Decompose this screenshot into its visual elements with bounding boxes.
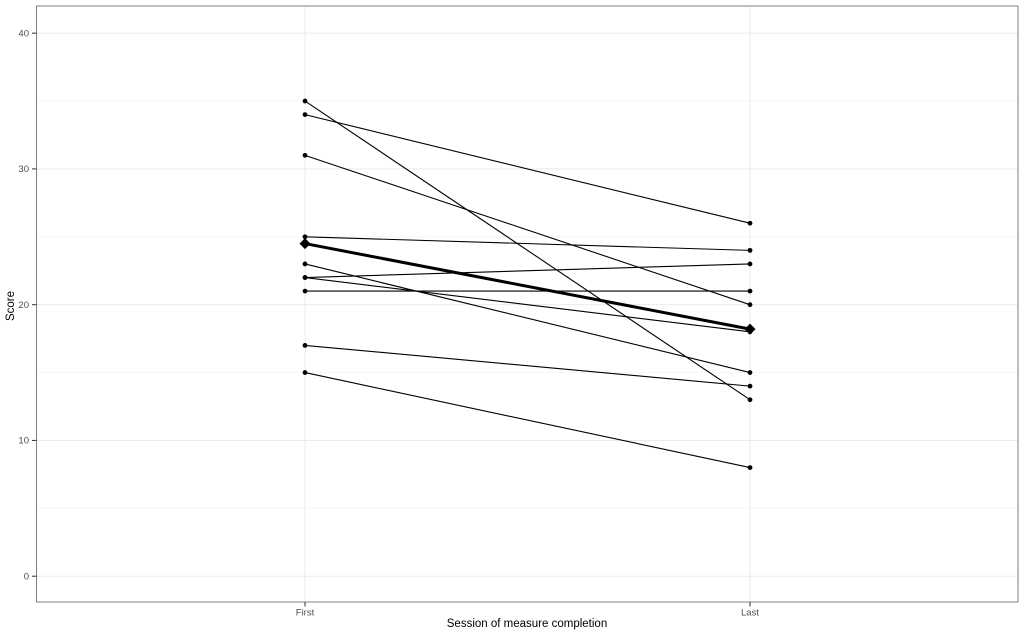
- subject-line: [304, 263, 751, 279]
- subject-line: [304, 344, 751, 387]
- data-point: [747, 397, 753, 403]
- data-point: [747, 261, 753, 267]
- subject-line: [304, 263, 751, 374]
- subject-line: [304, 276, 751, 333]
- y-tick-label: 40: [18, 28, 29, 39]
- data-point: [747, 465, 753, 470]
- data-point: [747, 247, 753, 253]
- data-point: [302, 261, 308, 267]
- y-tick-label: 20: [18, 300, 29, 311]
- x-axis-title: Session of measure completion: [446, 618, 608, 630]
- data-point: [747, 383, 753, 389]
- data-point: [747, 220, 753, 226]
- data-point: [302, 152, 308, 158]
- data-point: [302, 98, 308, 104]
- mean-line: [304, 242, 751, 331]
- subject-line: [304, 372, 751, 469]
- data-point: [302, 288, 308, 294]
- subject-line: [304, 100, 751, 401]
- data-point: [302, 234, 308, 240]
- mean-diamond-marker: [299, 238, 311, 250]
- data-point: [302, 112, 308, 118]
- subject-line: [304, 154, 751, 306]
- panel-border: [36, 5, 1019, 603]
- y-tick-label: 10: [18, 436, 29, 447]
- y-tick-label: 30: [18, 164, 29, 175]
- data-point: [302, 370, 308, 375]
- data-point: [747, 302, 753, 308]
- data-point: [302, 275, 308, 280]
- data-point: [747, 288, 753, 294]
- x-tick-label: First: [296, 608, 315, 619]
- y-tick-label: 0: [24, 571, 29, 582]
- y-axis-title: Score: [5, 290, 17, 322]
- data-point: [302, 343, 308, 348]
- subject-line: [304, 236, 751, 251]
- data-point: [747, 370, 753, 375]
- x-tick-label: Last: [741, 608, 759, 619]
- plot-panel: [36, 6, 1018, 602]
- subject-line: [304, 114, 751, 224]
- mean-diamond-marker: [744, 323, 756, 335]
